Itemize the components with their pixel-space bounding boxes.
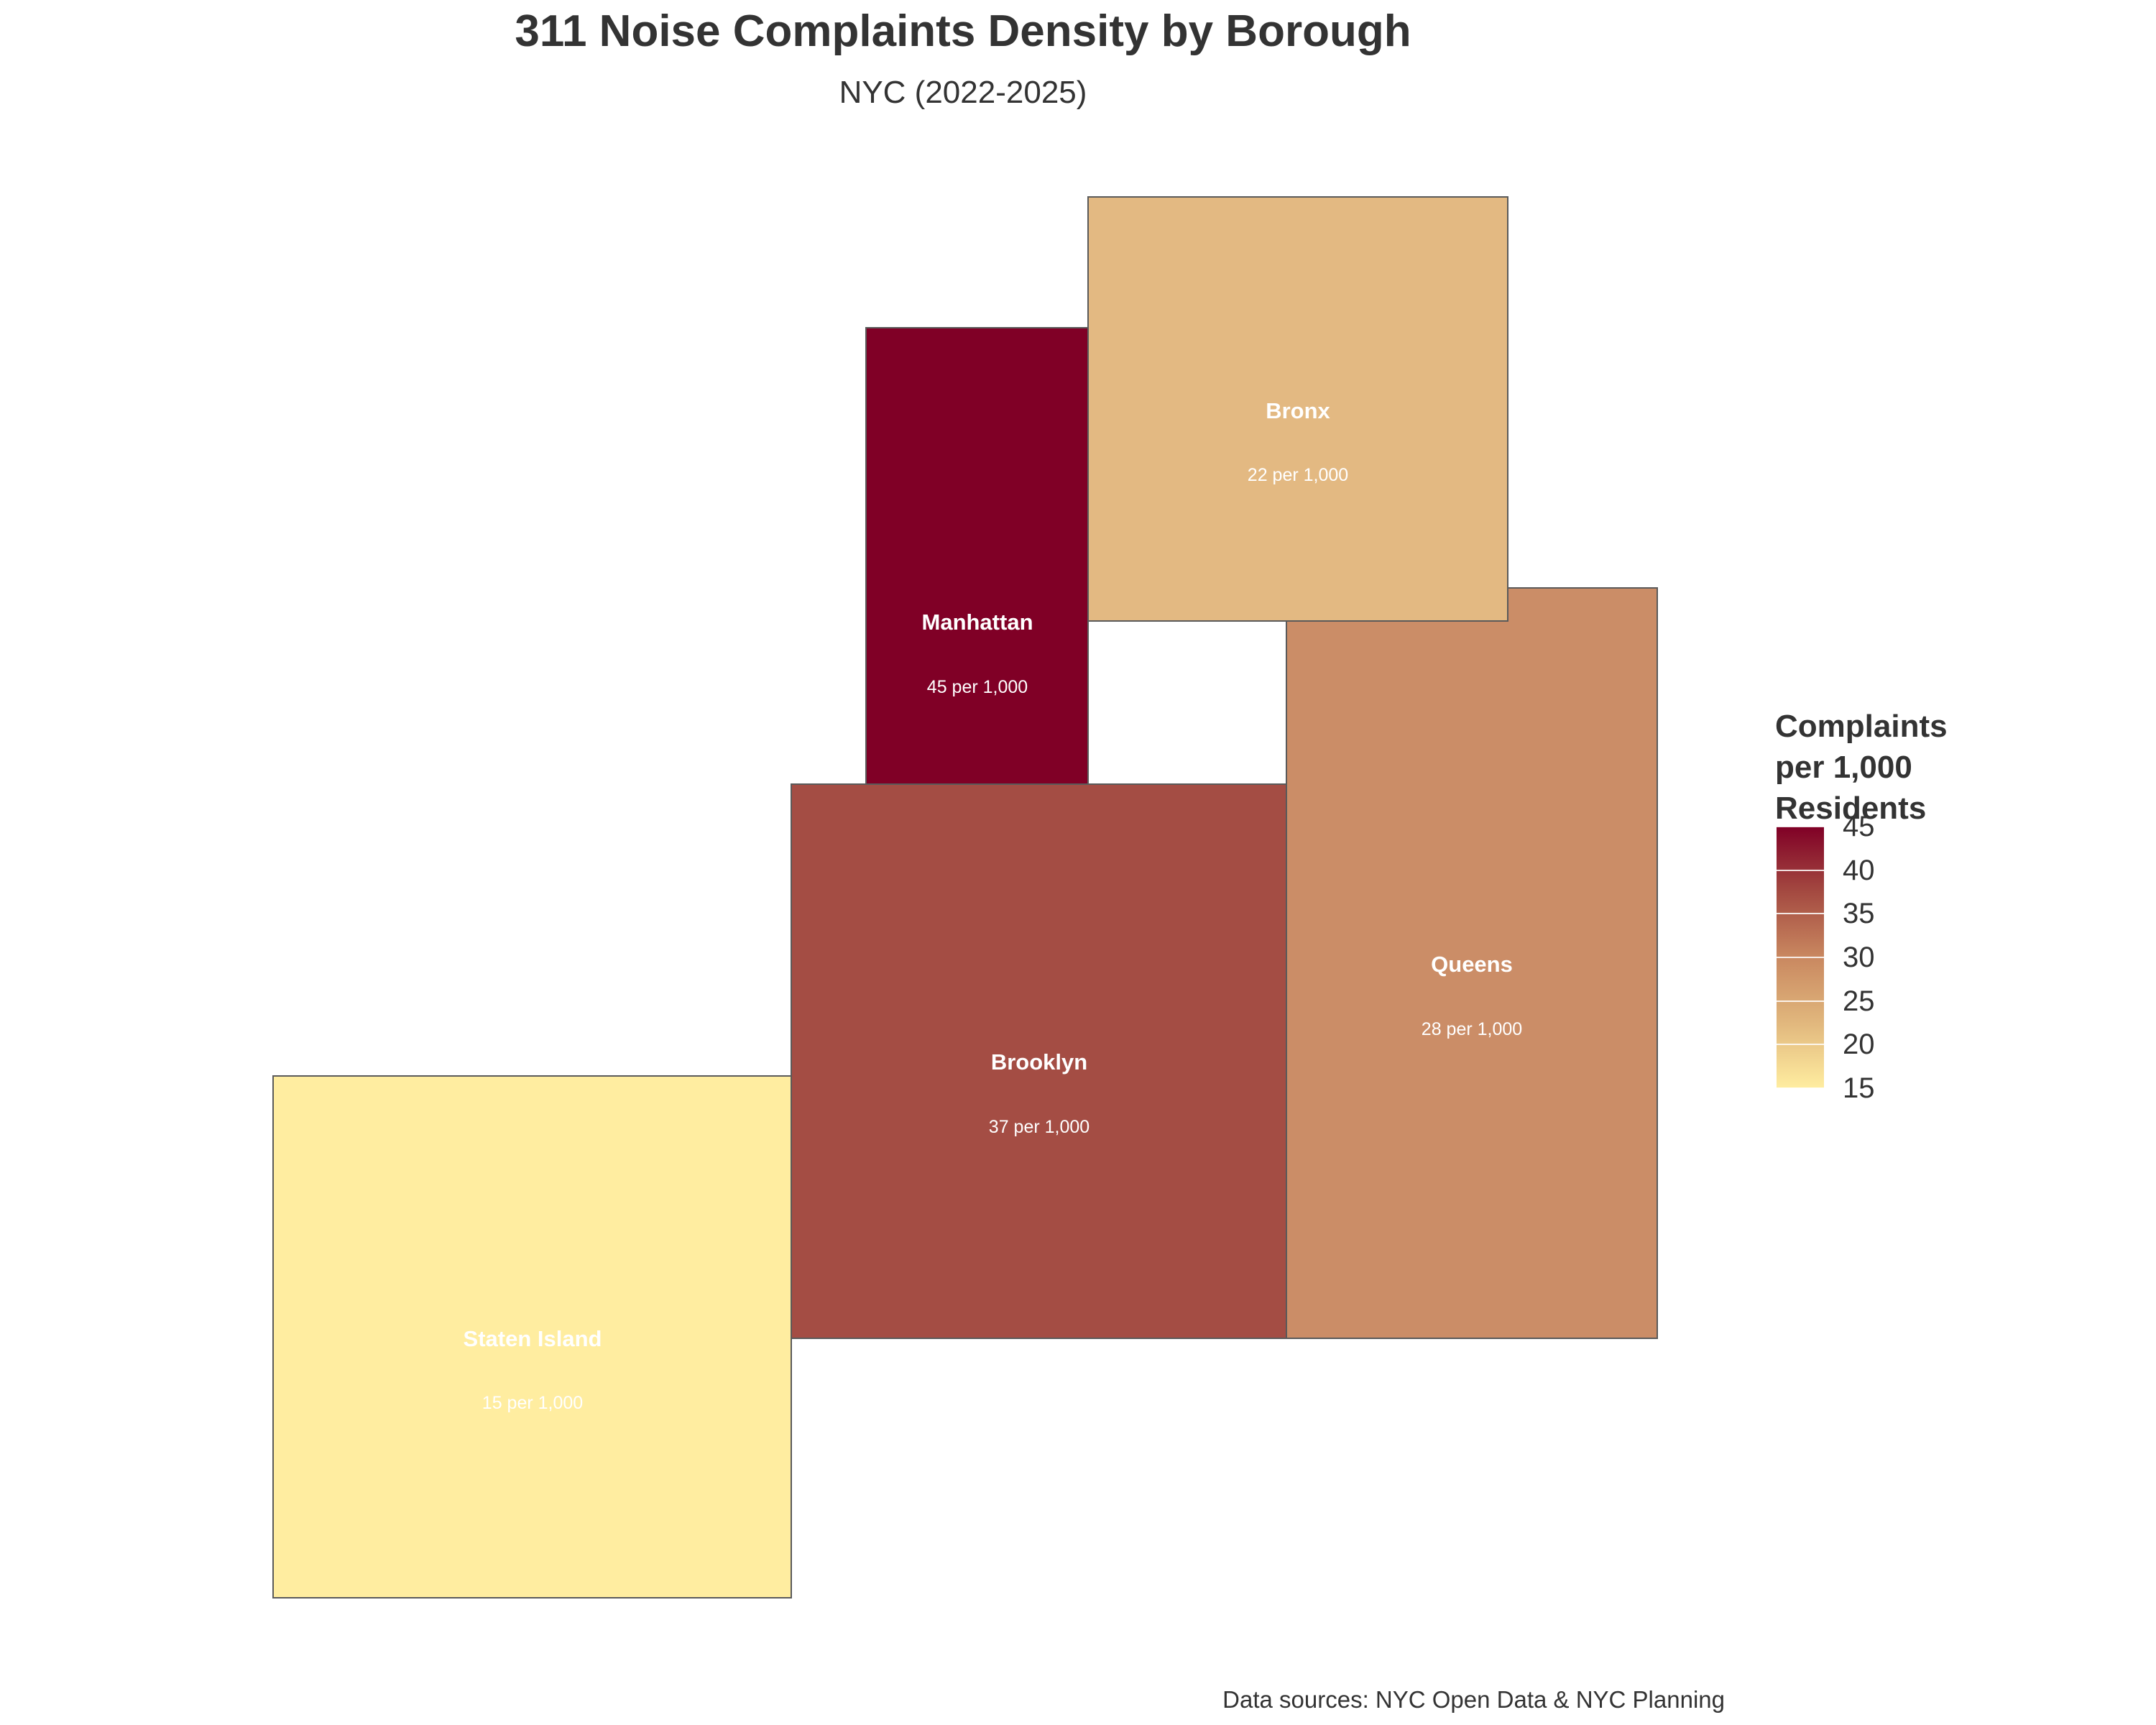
borough-queens: Queens 28 per 1,000	[1286, 587, 1658, 1339]
borough-value-manhattan: 45 per 1,000	[927, 677, 1028, 697]
legend-tick-mark	[1777, 957, 1824, 958]
borough-staten-island: Staten Island 15 per 1,000	[272, 1075, 792, 1598]
borough-shape-queens	[1286, 587, 1658, 1339]
chart-subtitle: NYC (2022-2025)	[839, 75, 1087, 110]
legend-tick-mark	[1777, 913, 1824, 915]
legend-tick-label: 45	[1843, 811, 1875, 842]
borough-name-bronx: Bronx	[1266, 398, 1330, 423]
legend-tick-mark	[1777, 1087, 1824, 1089]
borough-shape-staten-island	[272, 1075, 792, 1598]
legend-title: Complaints per 1,000 Residents	[1775, 709, 1948, 826]
borough-bronx: Bronx 22 per 1,000	[1087, 196, 1508, 622]
borough-value-queens: 28 per 1,000	[1422, 1019, 1522, 1039]
borough-brooklyn: Brooklyn 37 per 1,000	[791, 783, 1287, 1339]
legend-tick-label: 25	[1843, 985, 1875, 1017]
legend-tick-label: 30	[1843, 942, 1875, 973]
legend-tick-label: 20	[1843, 1029, 1875, 1061]
borough-name-manhattan: Manhattan	[922, 610, 1033, 635]
borough-name-staten-island: Staten Island	[464, 1326, 602, 1351]
borough-name-queens: Queens	[1431, 952, 1513, 977]
legend-tick-mark	[1777, 869, 1824, 871]
borough-name-brooklyn: Brooklyn	[991, 1049, 1087, 1075]
borough-value-brooklyn: 37 per 1,000	[989, 1117, 1089, 1137]
legend-tick-label: 40	[1843, 854, 1875, 886]
legend-tick-label: 35	[1843, 898, 1875, 930]
borough-value-bronx: 22 per 1,000	[1248, 465, 1348, 485]
legend-tick-label: 15	[1843, 1072, 1875, 1104]
data-source-caption: Data sources: NYC Open Data & NYC Planni…	[1222, 1686, 1725, 1713]
borough-shape-manhattan	[865, 327, 1089, 785]
legend-tick-mark	[1777, 1044, 1824, 1046]
legend-tick-mark	[1777, 1000, 1824, 1002]
borough-manhattan: Manhattan 45 per 1,000	[865, 327, 1089, 785]
borough-value-staten-island: 15 per 1,000	[482, 1393, 583, 1413]
chart-title: 311 Noise Complaints Density by Borough	[515, 6, 1411, 56]
borough-shape-brooklyn	[791, 783, 1287, 1339]
legend-tick-mark	[1777, 826, 1824, 827]
borough-shape-bronx	[1087, 196, 1508, 622]
